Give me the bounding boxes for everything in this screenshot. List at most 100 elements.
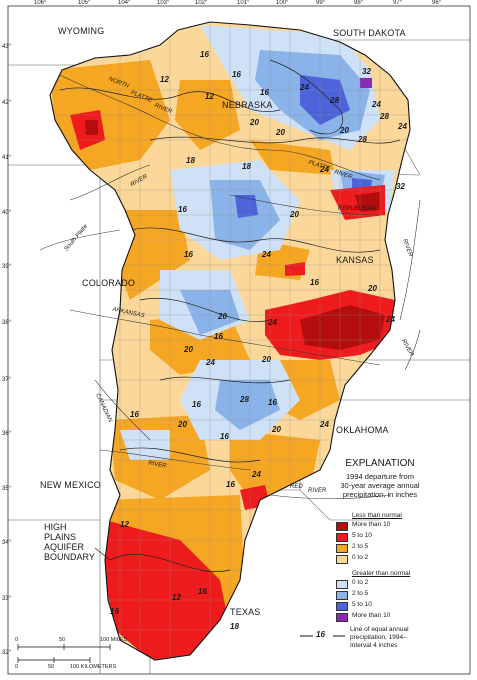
contour-label: 20	[184, 345, 193, 354]
longitude-label: 98°	[354, 0, 364, 6]
legend-greater-label: 0 to 2	[352, 579, 369, 586]
contour-label: 12	[205, 92, 214, 101]
legend-greater-swatch	[336, 580, 348, 589]
state-label: OKLAHOMA	[336, 425, 389, 435]
legend-greater-label: More than 10	[352, 612, 391, 619]
contour-label: 16	[184, 250, 193, 259]
contour-label: 16	[232, 70, 241, 79]
contour-label: 16	[110, 607, 119, 616]
rivers	[39, 74, 421, 500]
contour-label: 20	[276, 128, 285, 137]
state-label: SOUTH DAKOTA	[333, 28, 406, 38]
legend-greater-label: 5 to 10	[352, 601, 372, 608]
contour-label: 16	[192, 400, 201, 409]
contour-label: 12	[172, 593, 181, 602]
scale-km-label: 100 KILOMETERS	[70, 664, 117, 670]
contour-label: 18	[186, 156, 195, 165]
legend-greater-swatch	[336, 591, 348, 600]
state-label: KANSAS	[336, 255, 374, 265]
state-label: COLORADO	[82, 278, 136, 288]
legend-contour-text: Interval 4 inches	[350, 642, 398, 649]
contour-label: 18	[230, 622, 239, 631]
longitude-label: 99°	[316, 0, 326, 6]
latitude-label: 37°	[2, 377, 12, 383]
legend-greater-header: Greater than normal	[352, 570, 411, 577]
contour-label: 20	[368, 284, 377, 293]
latitude-label: 34°	[2, 540, 12, 546]
contour-label: 20	[218, 312, 227, 321]
latitude-label: 39°	[2, 264, 12, 270]
contour-label: 24	[206, 358, 215, 367]
scale-bars	[17, 644, 111, 663]
legend-greater-swatch	[336, 613, 348, 622]
longitude-label: 105°	[78, 0, 91, 6]
contour-label: 28	[358, 135, 367, 144]
longitude-label: 97°	[393, 0, 403, 6]
contour-label: 20	[178, 420, 187, 429]
contour-label: 24	[372, 100, 381, 109]
aquifer-boundary	[49, 21, 411, 661]
legend-greater-label: 2 to 5	[352, 590, 369, 597]
scale-km-label: 50	[48, 664, 55, 670]
latitude-label: 43°	[2, 44, 12, 50]
legend-less-header: Less than normal	[352, 512, 402, 519]
legend-subtitle-line: 1994 departure from	[346, 472, 414, 481]
latitude-label: 32°	[2, 650, 12, 656]
contour-label: 16	[198, 587, 207, 596]
latitude-label: 42°	[2, 100, 12, 106]
state-label: NEW MEXICO	[40, 480, 102, 490]
contour-label: 32	[396, 182, 405, 191]
longitude-label: 100°	[276, 0, 289, 6]
longitude-label: 96°	[432, 0, 442, 6]
longitude-label: 106°	[34, 0, 47, 6]
latitude-label: 41°	[2, 155, 12, 161]
contour-label: 20	[272, 425, 281, 434]
contour-label: 20	[340, 126, 349, 135]
contour-label: 24	[398, 122, 407, 131]
legend-contour-value: 16	[316, 630, 325, 639]
legend-subtitle-line: 30-year average annual	[340, 481, 420, 490]
legend-less-swatch	[336, 533, 348, 542]
latitude-label: 36°	[2, 431, 12, 437]
legend-less-swatch	[336, 522, 348, 531]
river-label: RIVER	[308, 488, 327, 494]
legend-less-label: More than 10	[352, 521, 391, 528]
aquifer-label-line: HIGH	[44, 522, 67, 532]
legend-title: EXPLANATION	[345, 458, 415, 469]
river-label: RED	[290, 484, 303, 490]
legend: EXPLANATION 1994 departure from 30-year …	[300, 458, 475, 649]
legend-greater-swatch	[336, 602, 348, 611]
longitude-label: 104°	[118, 0, 131, 6]
contour-label: 16	[226, 480, 235, 489]
latitude-label: 35°	[2, 486, 12, 492]
aquifer-label: HIGH PLAINS AQUIFER BOUNDARY	[44, 522, 95, 562]
legend-less-swatch	[336, 544, 348, 553]
contour-label: 16	[220, 432, 229, 441]
state-label: WYOMING	[58, 26, 105, 36]
legend-contour-text: precipitation, 1994--	[350, 634, 408, 641]
contour-label: 20	[250, 118, 259, 127]
legend-less-swatch	[336, 555, 348, 564]
contour-label: 16	[178, 205, 187, 214]
contour-label: 20	[290, 210, 299, 219]
contour-label: 16	[130, 410, 139, 419]
longitude-label: 103°	[157, 0, 170, 6]
contour-label: 24	[320, 165, 329, 174]
contour-label: 16	[268, 398, 277, 407]
aquifer-leader	[94, 547, 111, 561]
contour-label: 20	[262, 355, 271, 364]
contour-label: 32	[362, 67, 371, 76]
contour-label: 16	[214, 332, 223, 341]
contour-label: 24	[300, 83, 309, 92]
contour-label: 24	[320, 420, 329, 429]
state-label: NEBRASKA	[222, 100, 273, 110]
contour-label: 16	[260, 88, 269, 97]
contour-label: 24	[262, 250, 271, 259]
latitude-label: 33°	[2, 596, 12, 602]
longitude-label: 102°	[195, 0, 208, 6]
legend-less-label: 5 to 10	[352, 532, 372, 539]
contour-label: 28	[380, 112, 389, 121]
river-label: REPUBLICAN	[338, 206, 377, 212]
contour-label: 16	[310, 278, 319, 287]
legend-subtitle-line: precipitation, in inches	[342, 490, 418, 499]
